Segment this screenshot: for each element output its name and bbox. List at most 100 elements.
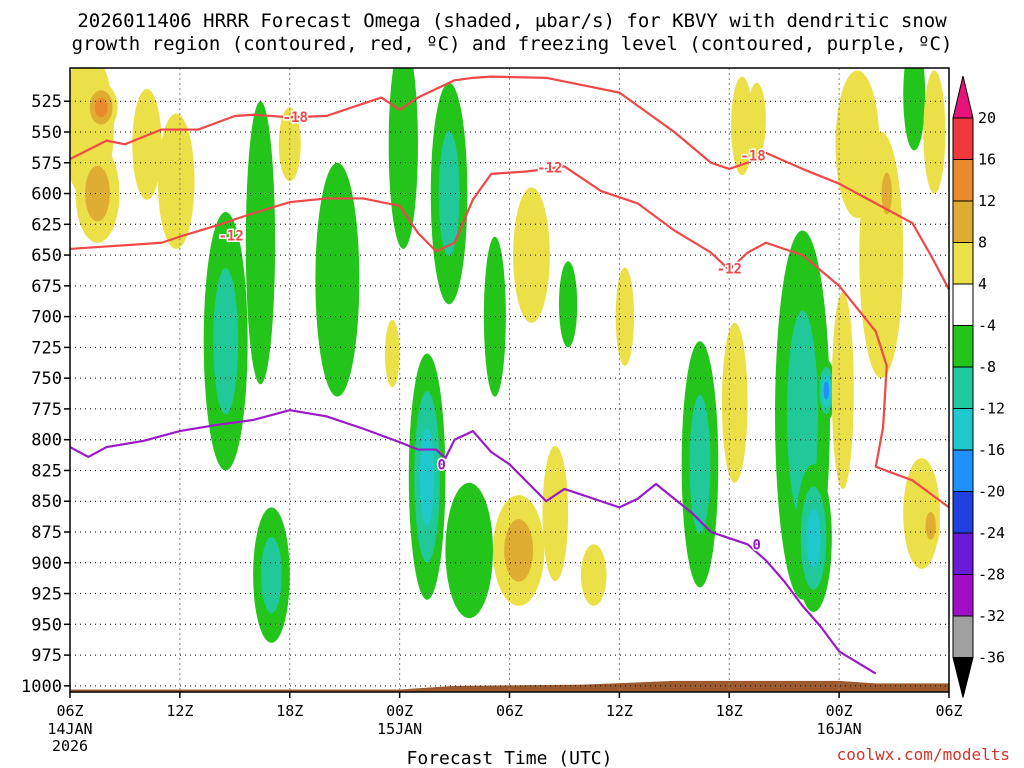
contour--18-label-0: -18 <box>283 110 308 126</box>
colorbar-bin-10 <box>952 532 974 575</box>
omega-cell-21-level-0 <box>615 267 635 366</box>
colorbar-bin-8 <box>952 449 974 492</box>
colorbar-bin-7 <box>952 408 974 451</box>
x-tick-label-4: 06Z <box>496 702 523 720</box>
y-tick-label-10: 775 <box>31 400 62 420</box>
colorbar-label-3: 8 <box>978 234 987 252</box>
x-tick-label-0: 06Z <box>56 702 83 720</box>
y-tick-label-8: 725 <box>31 338 62 358</box>
omega-cell-4-level-0 <box>157 113 195 249</box>
y-tick-label-17: 950 <box>31 615 62 635</box>
colorbar-bin-6 <box>952 366 974 409</box>
omega-cell-34-level-0 <box>923 70 946 194</box>
contour--18-line <box>69 75 950 291</box>
omega-cell-22-level-1 <box>689 394 711 534</box>
omega-cell-24-level-0 <box>731 76 754 176</box>
colorbar-over-arrow <box>952 75 974 119</box>
omega-cell-14-level-0 <box>445 482 494 619</box>
colorbar-bin-5 <box>952 325 974 368</box>
credit-text: coolwx.com/modelts <box>836 745 1010 764</box>
x-tick-label-2: 18Z <box>276 702 303 720</box>
omega-cell-32-level-1 <box>881 172 892 215</box>
omega-cell-16-level-1 <box>504 519 534 582</box>
omega-cell-11-level-0 <box>388 68 418 249</box>
omega-cell-13-level-1 <box>438 130 460 257</box>
omega-cell-3-level-0 <box>132 88 162 200</box>
y-tick-label-11: 800 <box>31 431 62 451</box>
y-tick-label-1: 550 <box>31 123 62 143</box>
x-axis-label: Forecast Time (UTC) <box>407 748 613 768</box>
omega-cell-6-level-0 <box>245 101 276 385</box>
omega-cell-28-level-3 <box>823 381 830 400</box>
contour--12-line <box>69 165 950 509</box>
y-tick-label-5: 650 <box>31 246 62 266</box>
contour--12-label-1: -12 <box>537 161 562 177</box>
omega-cell-25-level-0 <box>747 82 766 157</box>
y-tick-label-18: 975 <box>31 646 62 666</box>
x-tick-label-1: 12Z <box>166 702 193 720</box>
colorbar-label-10: -24 <box>978 524 1005 542</box>
title-line-2: growth region (contoured, red, ºC) and f… <box>71 33 953 55</box>
colorbar-label-12: -32 <box>978 607 1005 625</box>
y-tick-label-14: 875 <box>31 523 62 543</box>
contour-layer: -18 -18 -12 -12 -12 0 0 <box>69 75 950 675</box>
x-tick-label-6: 18Z <box>716 702 743 720</box>
x-tick-label-3: 00Z <box>386 702 413 720</box>
omega-cell-20-level-0 <box>580 544 607 606</box>
colorbar: 20 16 12 8 4 -4 -8 -12 -16 -20 -24 -28 -32 -36 <box>952 75 1005 698</box>
x-tick-date-3: 15JAN <box>377 720 422 738</box>
colorbar-label-13: -36 <box>978 649 1005 667</box>
contour--12-label-0: -12 <box>219 228 244 244</box>
colorbar-label-1: 16 <box>978 151 996 169</box>
contour--12-label-2: -12 <box>717 262 742 278</box>
x-tick-label-7: 00Z <box>826 702 853 720</box>
colorbar-bin-12 <box>952 615 974 658</box>
grid-lines <box>70 68 949 692</box>
colorbar-bin-0 <box>952 117 974 160</box>
colorbar-label-7: -12 <box>978 400 1005 418</box>
colorbar-label-8: -16 <box>978 441 1005 459</box>
omega-cell-17-level-0 <box>513 187 550 323</box>
colorbar-label-0: 20 <box>978 109 996 127</box>
omega-cell-15-level-0 <box>483 236 506 397</box>
colorbar-label-5: -4 <box>978 317 996 335</box>
y-tick-label-3: 600 <box>31 185 62 205</box>
y-tick-label-0: 525 <box>31 92 62 112</box>
y-axis: 525 550 575 600 625 650 675 700 725 750 775 800 825 8… <box>21 92 70 697</box>
colorbar-label-2: 12 <box>978 192 996 210</box>
omega-cell-29-level-0 <box>831 292 854 489</box>
colorbar-bin-2 <box>952 200 974 243</box>
omega-cell-18-level-0 <box>542 445 569 582</box>
y-tick-label-16: 925 <box>31 585 62 605</box>
y-tick-label-13: 850 <box>31 492 62 512</box>
omega-cell-19-level-0 <box>558 261 578 348</box>
x-tick-label-5: 12Z <box>606 702 633 720</box>
x-tick-date-0: 14JAN <box>47 720 92 738</box>
colorbar-label-6: -8 <box>978 358 996 376</box>
y-tick-label-9: 750 <box>31 369 62 389</box>
terrain <box>70 680 949 692</box>
y-tick-label-12: 825 <box>31 461 62 481</box>
omega-cell-7-level-1 <box>261 536 282 614</box>
colorbar-bin-1 <box>952 159 974 202</box>
x-tick-date-7: 16JAN <box>817 720 862 738</box>
colorbar-label-9: -20 <box>978 483 1005 501</box>
contour-0-label-0: 0 <box>438 457 446 473</box>
omega-cell-23-level-0 <box>721 322 748 483</box>
terrain-layer <box>70 680 949 692</box>
omega-cell-27-level-2 <box>806 509 821 568</box>
colorbar-under-arrow <box>952 657 974 698</box>
colorbar-bin-11 <box>952 574 974 617</box>
omega-cell-33-level-0 <box>903 68 926 151</box>
colorbar-bin-9 <box>952 491 974 534</box>
colorbar-bin-4 <box>952 283 974 326</box>
y-tick-label-7: 700 <box>31 308 62 328</box>
x-tick-label-8: 06Z <box>935 702 962 720</box>
x-tick-year-0: 2026 <box>52 737 88 755</box>
omega-cell-36-level-1 <box>925 511 936 540</box>
y-tick-label-19: 1000 <box>21 677 62 697</box>
omega-cell-5-level-1 <box>213 268 239 415</box>
y-tick-label-15: 900 <box>31 554 62 574</box>
